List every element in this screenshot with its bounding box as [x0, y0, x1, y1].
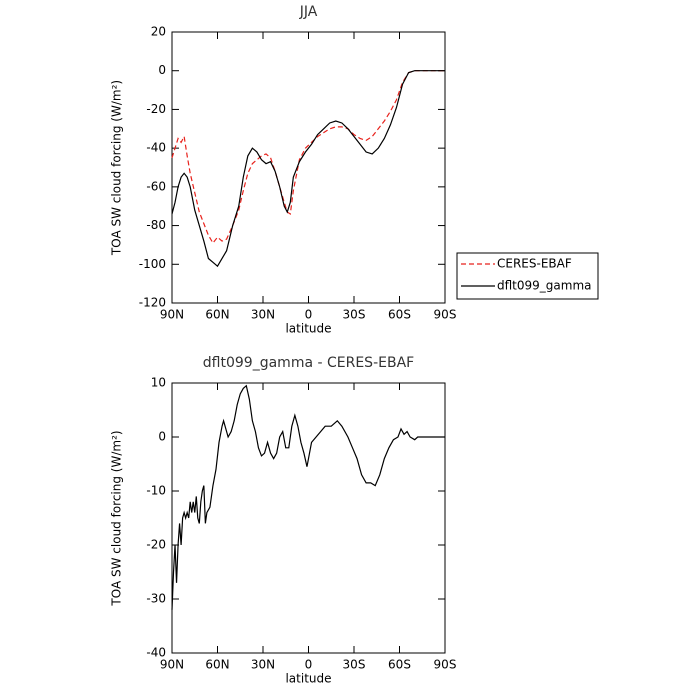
y-tick-label: -30 — [146, 592, 166, 606]
y-tick-label: 10 — [151, 376, 166, 390]
y-tick-label: -10 — [146, 484, 166, 498]
y-tick-label: 20 — [151, 25, 166, 39]
y-tick-label: -120 — [139, 296, 166, 310]
series-line — [171, 384, 445, 610]
chart-title: dflt099_gamma - CERES-EBAF — [203, 355, 414, 371]
plot: JJA -120 -100 -80 -60 -40 -20 0 20 90N 60N 30N 0 30S 6… — [110, 4, 599, 336]
x-tick-label: 60S — [388, 308, 411, 322]
y-tick-label: 0 — [158, 430, 166, 444]
x-tick-label: 60N — [205, 308, 229, 322]
y-tick-label: -40 — [146, 141, 166, 155]
y-tick-label: -20 — [146, 102, 166, 116]
y-tick-label: -60 — [146, 179, 166, 193]
y-tick-label: -20 — [146, 538, 166, 552]
legend-label: CERES-EBAF — [497, 257, 572, 271]
y-tick-label: 0 — [158, 63, 166, 77]
y-tick-label: -100 — [139, 257, 166, 271]
x-tick-label: 30S — [343, 658, 366, 672]
x-tick-label: 30S — [343, 308, 366, 322]
x-tick-label: 60S — [388, 658, 411, 672]
y-tick-label: -80 — [146, 218, 166, 232]
series-line — [171, 70, 445, 245]
x-tick-label: 30N — [251, 308, 275, 322]
series-line — [171, 70, 445, 268]
x-tick-label: 60N — [205, 658, 229, 672]
plot: dflt099_gamma - CERES-EBAF -40 -30 -20 -10 0 1… — [110, 355, 457, 686]
legend-label: dflt099_gamma — [497, 279, 592, 293]
y-tick-label: -40 — [146, 646, 166, 660]
x-axis-label: latitude — [285, 672, 331, 686]
y-axis-label: TOA SW cloud forcing (W/m²) — [110, 430, 124, 606]
x-tick-label: 90S — [434, 308, 457, 322]
x-tick-label: 90S — [434, 658, 457, 672]
x-axis-label: latitude — [285, 322, 331, 336]
x-tick-label: 0 — [305, 308, 313, 322]
legend-frame — [456, 252, 599, 300]
chart-title: JJA — [299, 4, 318, 20]
x-tick-label: 90N — [160, 308, 184, 322]
y-axis-label: TOA SW cloud forcing (W/m²) — [110, 80, 124, 256]
x-tick-label: 30N — [251, 658, 275, 672]
x-tick-label: 90N — [160, 658, 184, 672]
plot-frame — [171, 382, 446, 654]
x-tick-label: 0 — [305, 658, 313, 672]
